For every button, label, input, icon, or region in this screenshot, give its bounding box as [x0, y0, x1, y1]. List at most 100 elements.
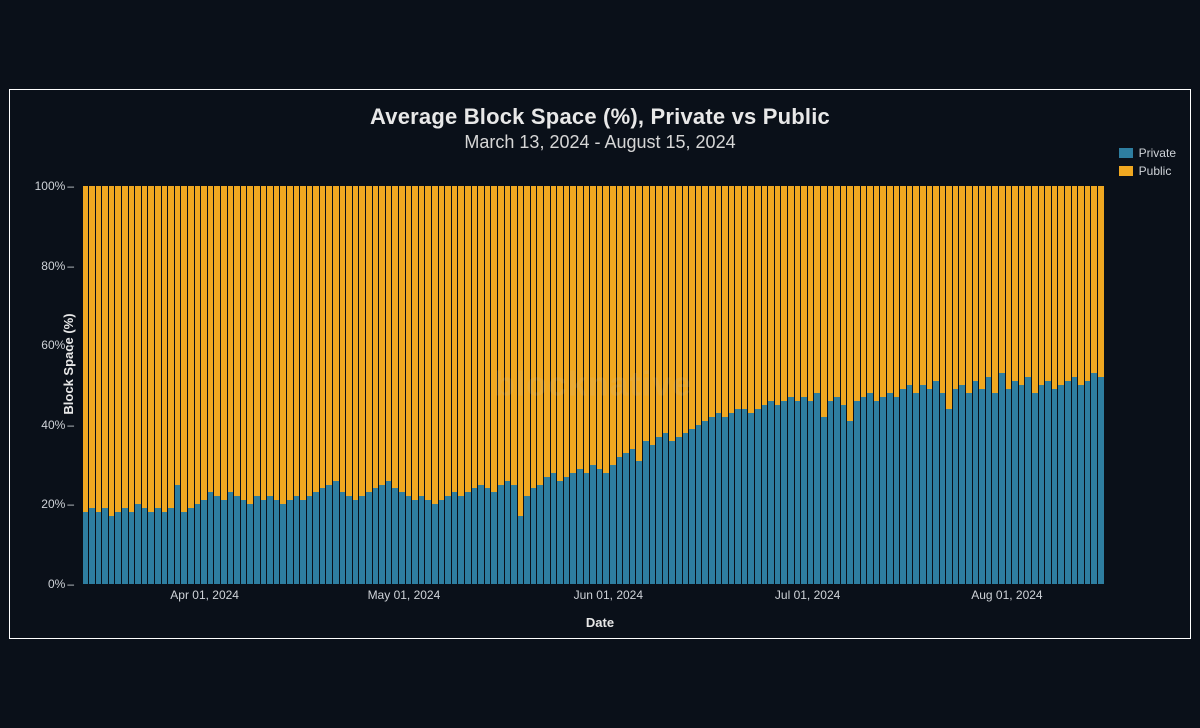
legend: Private Public	[1119, 146, 1176, 182]
bar-segment-public	[458, 186, 464, 496]
bar	[247, 186, 253, 584]
bar-segment-public	[927, 186, 933, 389]
x-axis-label: Date	[586, 615, 614, 630]
bar-segment-public	[247, 186, 253, 504]
bar-segment-private	[247, 504, 253, 584]
bar-segment-private	[511, 485, 517, 585]
bar-segment-public	[465, 186, 471, 492]
bar-segment-private	[650, 445, 656, 584]
bar-segment-public	[109, 186, 115, 516]
bar	[946, 186, 952, 584]
bar	[808, 186, 814, 584]
bar	[656, 186, 662, 584]
bar	[689, 186, 695, 584]
bar-segment-public	[1032, 186, 1038, 393]
bar-segment-public	[716, 186, 722, 413]
bar-segment-private	[162, 512, 168, 584]
bar	[280, 186, 286, 584]
bar	[814, 186, 820, 584]
bar-segment-public	[261, 186, 267, 500]
bar	[228, 186, 234, 584]
y-tick: 40%	[41, 418, 74, 432]
bar	[795, 186, 801, 584]
bar	[584, 186, 590, 584]
bar-segment-public	[841, 186, 847, 405]
bar-segment-public	[847, 186, 853, 421]
bar-segment-public	[135, 186, 141, 504]
bar-segment-private	[458, 496, 464, 584]
legend-label-public: Public	[1139, 164, 1172, 178]
bar	[491, 186, 497, 584]
bar-segment-public	[254, 186, 260, 496]
bar-segment-private	[663, 433, 669, 584]
bar	[854, 186, 860, 584]
bar	[650, 186, 656, 584]
bar-segment-private	[1058, 385, 1064, 584]
bar-segment-public	[511, 186, 517, 485]
bar	[1032, 186, 1038, 584]
bar-segment-public	[373, 186, 379, 488]
bar-segment-public	[702, 186, 708, 421]
bar	[636, 186, 642, 584]
bar-segment-public	[669, 186, 675, 441]
legend-swatch-private	[1119, 148, 1133, 158]
bar-segment-private	[142, 508, 148, 584]
bar	[1065, 186, 1071, 584]
bar	[307, 186, 313, 584]
bar-segment-private	[175, 485, 181, 585]
bar	[425, 186, 431, 584]
bar-segment-private	[742, 409, 748, 584]
bar-segment-public	[623, 186, 629, 453]
bar-segment-public	[907, 186, 913, 385]
bar	[1098, 186, 1104, 584]
bar	[287, 186, 293, 584]
bar-segment-private	[373, 488, 379, 584]
bar-segment-private	[927, 389, 933, 584]
bar-segment-public	[834, 186, 840, 397]
chart-title: Average Block Space (%), Private vs Publ…	[28, 104, 1172, 130]
bar-segment-public	[801, 186, 807, 397]
bar	[861, 186, 867, 584]
bar-segment-public	[208, 186, 214, 492]
bar-segment-private	[959, 385, 965, 584]
bar-segment-private	[828, 401, 834, 584]
bar-segment-private	[83, 512, 89, 584]
bar-segment-public	[689, 186, 695, 429]
bar-segment-public	[241, 186, 247, 500]
bar	[590, 186, 596, 584]
bar-segment-private	[887, 393, 893, 584]
bar-segment-public	[320, 186, 326, 488]
bar-segment-public	[201, 186, 207, 500]
bar-segment-private	[102, 508, 108, 584]
bar-segment-private	[999, 373, 1005, 584]
bar	[379, 186, 385, 584]
bar-segment-private	[261, 500, 267, 584]
bar	[610, 186, 616, 584]
bar-segment-public	[280, 186, 286, 504]
bar-segment-private	[168, 508, 174, 584]
bar-segment-public	[307, 186, 313, 496]
bar	[320, 186, 326, 584]
bar-segment-private	[300, 500, 306, 584]
bar-segment-public	[366, 186, 372, 492]
bar	[129, 186, 135, 584]
bar-segment-private	[531, 488, 537, 584]
bar	[313, 186, 319, 584]
bar-segment-public	[1012, 186, 1018, 381]
bar	[102, 186, 108, 584]
bar	[465, 186, 471, 584]
bar-segment-private	[307, 496, 313, 584]
bar-segment-public	[274, 186, 280, 500]
bar	[300, 186, 306, 584]
bar-segment-public	[696, 186, 702, 425]
x-ticks: Apr 01, 2024May 01, 2024Jun 01, 2024Jul …	[82, 588, 1104, 608]
bar-segment-public	[168, 186, 174, 508]
bar-segment-private	[729, 413, 735, 584]
bar-segment-private	[570, 473, 576, 584]
bar-segment-private	[683, 433, 689, 584]
bar-segment-private	[940, 393, 946, 584]
bar-segment-private	[326, 485, 332, 585]
bar-segment-private	[333, 481, 339, 584]
bar-segment-public	[1072, 186, 1078, 377]
bar-segment-public	[491, 186, 497, 492]
